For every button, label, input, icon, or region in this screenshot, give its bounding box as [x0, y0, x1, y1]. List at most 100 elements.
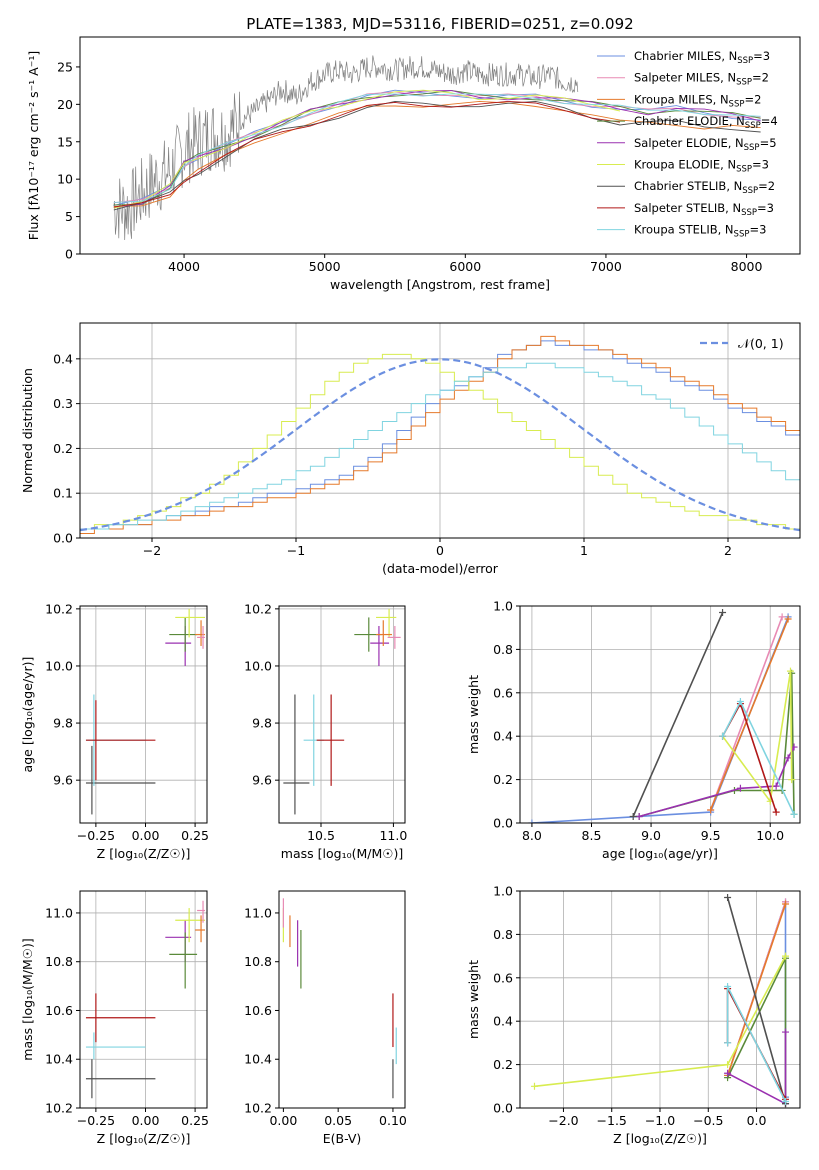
y-tick-label: 11.0: [45, 905, 73, 920]
x-tick-label: −1: [287, 543, 305, 558]
axes-frame: [79, 890, 208, 1109]
x-tick-label: 10.5: [307, 828, 335, 843]
plot-area: [85, 608, 206, 815]
panel-age-vs-mass: 10.5 11.0 9.6 9.8 10.0 10.2 mass [log₁₀(M/M☉)]: [244, 601, 407, 861]
y-tick-label: 0.2: [493, 772, 513, 787]
axes-frame: [519, 605, 801, 824]
y-axis-label: age [log₁₀(age/yr)]: [20, 657, 35, 773]
y-tick-label: 20: [57, 97, 73, 112]
y-tick-label: 10.6: [45, 1003, 73, 1018]
model-spectrum-line: [113, 91, 761, 204]
x-tick-label: 6000: [449, 259, 481, 274]
y-tick-label: 10.4: [244, 1052, 272, 1067]
x-tick-label: 9.0: [641, 828, 661, 843]
data-point-marker: [528, 819, 536, 823]
y-tick-label: 10.2: [45, 1101, 73, 1116]
x-axis-label: mass [log₁₀(M/M☉)]: [281, 846, 403, 861]
y-tick-label: 9.6: [252, 773, 272, 788]
y-tick-label: 0.2: [493, 1057, 513, 1072]
panel-mass-vs-EBV: 0.00 0.05 0.10 10.2 10.4 10.6 10.8 11.0 E(B-V): [244, 890, 407, 1146]
data-point-marker: [724, 894, 732, 902]
y-tick-label: 0.0: [53, 531, 73, 546]
data-point-marker: [784, 754, 792, 762]
plot-area: [113, 55, 761, 241]
x-axis-label: age [log₁₀(age/yr)]: [602, 846, 718, 861]
x-tick-label: 0.00: [132, 1113, 160, 1128]
y-axis-label: mass weight: [466, 675, 481, 754]
histogram-series: [80, 353, 800, 530]
panel-mass-weight-vs-Z: −2.0 −1.5 −1.0 −0.5 0.0 0.0 0.2 0.4 0.6 0.8 1.0 Z […: [466, 884, 801, 1146]
x-axis-label: E(B-V): [323, 1131, 362, 1146]
data-point-marker: [724, 1069, 732, 1077]
x-axis-label: Z [log₁₀(Z/Z☉)]: [97, 846, 191, 861]
y-tick-label: 0.1: [53, 486, 73, 501]
legend-label: Chabrier MILES, NSSP=3: [634, 49, 770, 66]
x-tick-label: −2: [143, 543, 161, 558]
data-point-marker: [782, 1097, 790, 1105]
data-point-marker: [629, 812, 637, 820]
data-point-marker: [724, 1061, 732, 1069]
x-tick-label: −0.25: [77, 828, 115, 843]
x-axis-label: (data-model)/error: [382, 561, 499, 576]
x-tick-label: 1: [580, 543, 588, 558]
x-tick-label: −2.0: [548, 1113, 578, 1128]
y-tick-label: 15: [57, 134, 73, 149]
data-point-marker: [724, 982, 732, 990]
y-tick-label: 0.0: [493, 1101, 513, 1116]
y-tick-label: 10.8: [244, 954, 272, 969]
x-tick-label: 8000: [731, 259, 763, 274]
x-tick-label: −0.25: [77, 1113, 115, 1128]
legend-label: Salpeter ELODIE, NSSP=5: [634, 136, 777, 153]
panel-age-vs-Z: −0.25 0.00 0.25 9.6 9.8 10.0 10.2 Z [log₁₀(Z/Z☉…: [20, 601, 209, 861]
x-tick-label: −1.5: [597, 1113, 627, 1128]
y-tick-label: 0.6: [493, 970, 513, 985]
data-point-marker: [530, 1082, 538, 1090]
y-tick-label: 11.0: [244, 905, 272, 920]
plot-area: [282, 898, 397, 1099]
x-tick-label: 8.5: [582, 828, 602, 843]
panel-mass-weight-vs-age: 8.0 8.5 9.0 9.5 10.0 0.0 0.2 0.4 0.6 0.8 1.0 age [l…: [466, 599, 801, 861]
plot-area: [80, 335, 800, 534]
y-tick-label: 10.0: [45, 658, 73, 673]
y-tick-label: 10.2: [244, 1101, 272, 1116]
mass-weight-series: [632, 612, 724, 817]
data-point-marker: [635, 812, 643, 820]
data-point-marker: [707, 806, 715, 814]
data-point-marker: [724, 1039, 732, 1047]
model-spectrum-line: [113, 93, 761, 203]
data-point-marker: [782, 900, 790, 908]
x-tick-label: 0.00: [132, 828, 160, 843]
y-tick-label: 0.4: [493, 1014, 513, 1029]
x-tick-label: 10.0: [756, 828, 784, 843]
y-axis-label: Flux [fλ10⁻¹⁷ erg cm⁻² s⁻¹ A⁻¹]: [26, 51, 41, 240]
mass-weight-series: [709, 618, 789, 811]
legend-label: Chabrier STELIB, NSSP=2: [634, 179, 775, 196]
y-tick-label: 0.8: [493, 642, 513, 657]
legend-label: Kroupa MILES, NSSP=2: [634, 92, 761, 109]
data-point-marker: [772, 808, 780, 816]
model-spectrum-line: [113, 100, 761, 211]
x-tick-label: 5000: [309, 259, 341, 274]
data-point-marker: [778, 613, 786, 621]
y-axis-label: Normed distribution: [20, 368, 35, 493]
normal-legend: 𝒩(0, 1): [700, 336, 784, 351]
plot-area: [528, 609, 798, 823]
y-tick-label: 0.4: [53, 351, 73, 366]
normal-curve: [80, 358, 800, 532]
model-spectrum-line: [113, 100, 761, 207]
x-axis-label: Z [log₁₀(Z/Z☉)]: [613, 1131, 707, 1146]
normal-legend-label: 𝒩(0, 1): [738, 336, 784, 351]
y-axis-label: mass weight: [466, 960, 481, 1039]
x-tick-label: 4000: [168, 259, 200, 274]
data-point-marker: [782, 952, 790, 960]
y-tick-label: 1.0: [493, 884, 513, 899]
y-tick-label: 1.0: [493, 599, 513, 614]
data-point-marker: [790, 810, 798, 818]
y-tick-label: 10.2: [244, 601, 272, 616]
y-tick-label: 9.8: [53, 716, 73, 731]
x-tick-label: 0.05: [324, 1113, 352, 1128]
y-tick-label: 0.0: [493, 816, 513, 831]
legend-label: Salpeter MILES, NSSP=2: [634, 71, 769, 88]
y-tick-label: 10.8: [45, 954, 73, 969]
mass-weight-series: [721, 670, 793, 804]
